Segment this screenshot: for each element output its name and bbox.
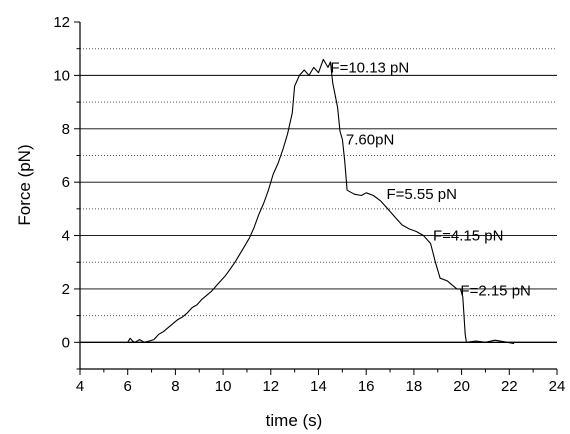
x-tick-label: 18 [406, 378, 423, 395]
y-tick-labels: 0 2 4 6 8 10 12 [53, 14, 70, 351]
x-tick-label: 24 [549, 378, 566, 395]
y-tick-label: 0 [62, 334, 70, 351]
x-tick-label: 10 [215, 378, 232, 395]
x-tick-label: 22 [501, 378, 518, 395]
x-tick-labels: 4 6 8 10 12 14 16 18 20 22 24 [76, 378, 566, 395]
y-tick-label: 2 [62, 281, 70, 298]
y-tick-label: 6 [62, 174, 70, 191]
grid-lines [80, 48, 557, 343]
x-tick-label: 8 [171, 378, 179, 395]
series [127, 58, 515, 345]
x-tick-label: 6 [124, 378, 132, 395]
force-trace-line [127, 58, 515, 345]
y-tick-label: 12 [53, 14, 70, 31]
x-tick-label: 12 [262, 378, 279, 395]
x-tick-label: 14 [310, 378, 327, 395]
x-axis-title: time (s) [266, 411, 323, 430]
annotation-label: F=4.15 pN [433, 228, 503, 245]
annotation-label: F=10.13 pN [330, 59, 409, 76]
annotation-label: 7.60pN [346, 131, 394, 148]
x-tick-label: 4 [76, 378, 84, 395]
annotation-label: F=5.55 pN [386, 186, 456, 203]
y-tick-label: 4 [62, 228, 70, 245]
y-axis-title: Force (pN) [15, 144, 34, 225]
annotations: F=10.13 pN 7.60pN F=5.55 pN F=4.15 pN F=2.15… [330, 59, 530, 299]
x-tick-label: 16 [358, 378, 375, 395]
y-tick-label: 10 [53, 67, 70, 84]
annotation-label: F=2.15 pN [460, 282, 530, 299]
axes [79, 22, 557, 370]
y-tick-label: 8 [62, 121, 70, 138]
tick-marks [74, 21, 558, 375]
x-tick-label: 20 [453, 378, 470, 395]
